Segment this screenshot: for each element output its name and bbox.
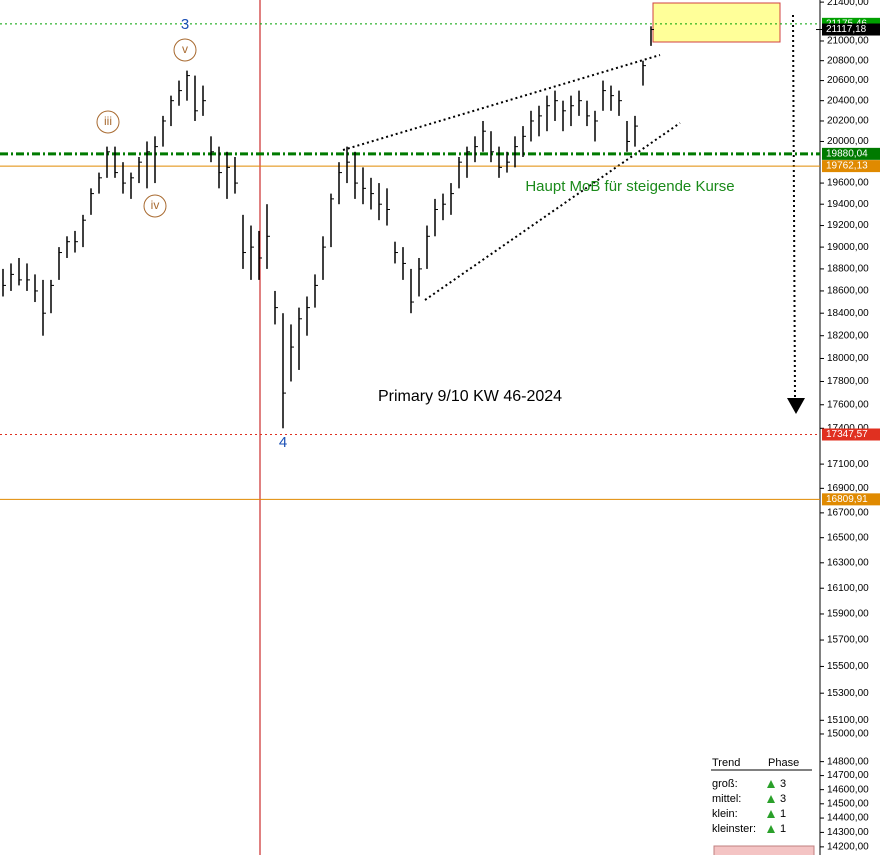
level-label-box [822, 493, 880, 506]
wedge-lower [424, 122, 681, 301]
y-tick-label: 14500,00 [827, 798, 869, 809]
level-label-box [822, 160, 880, 173]
table-cell: groß: [712, 778, 738, 790]
arrow-head [787, 398, 805, 414]
y-tick-label: 18800,00 [827, 264, 869, 275]
target-box [652, 2, 781, 43]
level-label: 17347,57 [826, 429, 868, 440]
table-footer-box [713, 845, 815, 855]
y-tick-label: 18400,00 [827, 308, 869, 319]
wedge-upper [342, 54, 661, 151]
y-tick-label: 18000,00 [827, 353, 869, 364]
level-label: 19880,04 [826, 148, 868, 159]
y-tick-label: 20800,00 [827, 55, 869, 66]
y-tick-label: 16700,00 [827, 508, 869, 519]
y-tick-label: 19000,00 [827, 242, 869, 253]
y-tick-label: 21000,00 [827, 36, 869, 47]
table-cell: 1 [780, 823, 786, 835]
y-tick-label: 17100,00 [827, 459, 869, 470]
annotation: v [182, 42, 188, 56]
y-tick-label: 16500,00 [827, 532, 869, 543]
y-tick-label: 15900,00 [827, 609, 869, 620]
y-tick-label: 15000,00 [827, 729, 869, 740]
table-cell: mittel: [712, 793, 741, 805]
y-tick-label: 18600,00 [827, 286, 869, 297]
table-cell: 3 [780, 793, 786, 805]
y-tick-label: 14600,00 [827, 784, 869, 795]
trend-up-icon [767, 810, 775, 818]
y-tick-label: 20600,00 [827, 75, 869, 86]
arrow-shaft [792, 14, 796, 401]
y-tick-label: 14300,00 [827, 827, 869, 838]
y-tick-label: 14400,00 [827, 813, 869, 824]
table-header: Trend [712, 757, 740, 769]
trend-up-icon [767, 795, 775, 803]
y-tick-label: 17400,00 [827, 423, 869, 434]
table-cell: 3 [780, 778, 786, 790]
y-tick-label: 18200,00 [827, 330, 869, 341]
y-tick-label: 16900,00 [827, 483, 869, 494]
level-label-box [822, 428, 880, 441]
annotation: 3 [181, 16, 189, 33]
table-cell: klein: [712, 808, 738, 820]
y-tick-label: 16300,00 [827, 557, 869, 568]
annotation: 4 [279, 434, 287, 451]
annotation: Haupt MoB für steigende Kurse [525, 178, 734, 195]
table-cell: kleinster: [712, 823, 756, 835]
y-tick-label: 20200,00 [827, 116, 869, 127]
table-cell: 1 [780, 808, 786, 820]
y-tick-label: 20000,00 [827, 136, 869, 147]
level-label: 19762,13 [826, 161, 868, 172]
y-tick-label: 16100,00 [827, 583, 869, 594]
y-tick-label: 14700,00 [827, 770, 869, 781]
y-tick-label: 20400,00 [827, 95, 869, 106]
y-tick-label: 19200,00 [827, 220, 869, 231]
annotation: iii [104, 114, 112, 128]
y-tick-label: 14800,00 [827, 756, 869, 767]
level-label: 16809,91 [826, 494, 868, 505]
wave-circle [96, 110, 120, 134]
y-tick-label: 14200,00 [827, 842, 869, 853]
wave-circle [173, 38, 197, 62]
wave-circle [143, 194, 167, 218]
y-tick-label: 15100,00 [827, 715, 869, 726]
y-tick-label: 17800,00 [827, 376, 869, 387]
level-label-box [822, 147, 880, 160]
y-tick-label: 21400,00 [827, 0, 869, 8]
y-tick-label: 15300,00 [827, 688, 869, 699]
level-label: 21117,18 [826, 24, 867, 35]
annotation: iv [151, 198, 160, 212]
y-tick-label: 19600,00 [827, 178, 869, 189]
y-tick-label: 19400,00 [827, 199, 869, 210]
trend-up-icon [767, 825, 775, 833]
y-tick-label: 15700,00 [827, 635, 869, 646]
y-tick-label: 15500,00 [827, 661, 869, 672]
table-header: Phase [768, 757, 799, 769]
trend-up-icon [767, 780, 775, 788]
y-tick-label: 17600,00 [827, 399, 869, 410]
annotation: Primary 9/10 KW 46-2024 [378, 388, 562, 405]
level-label-box [822, 23, 880, 36]
